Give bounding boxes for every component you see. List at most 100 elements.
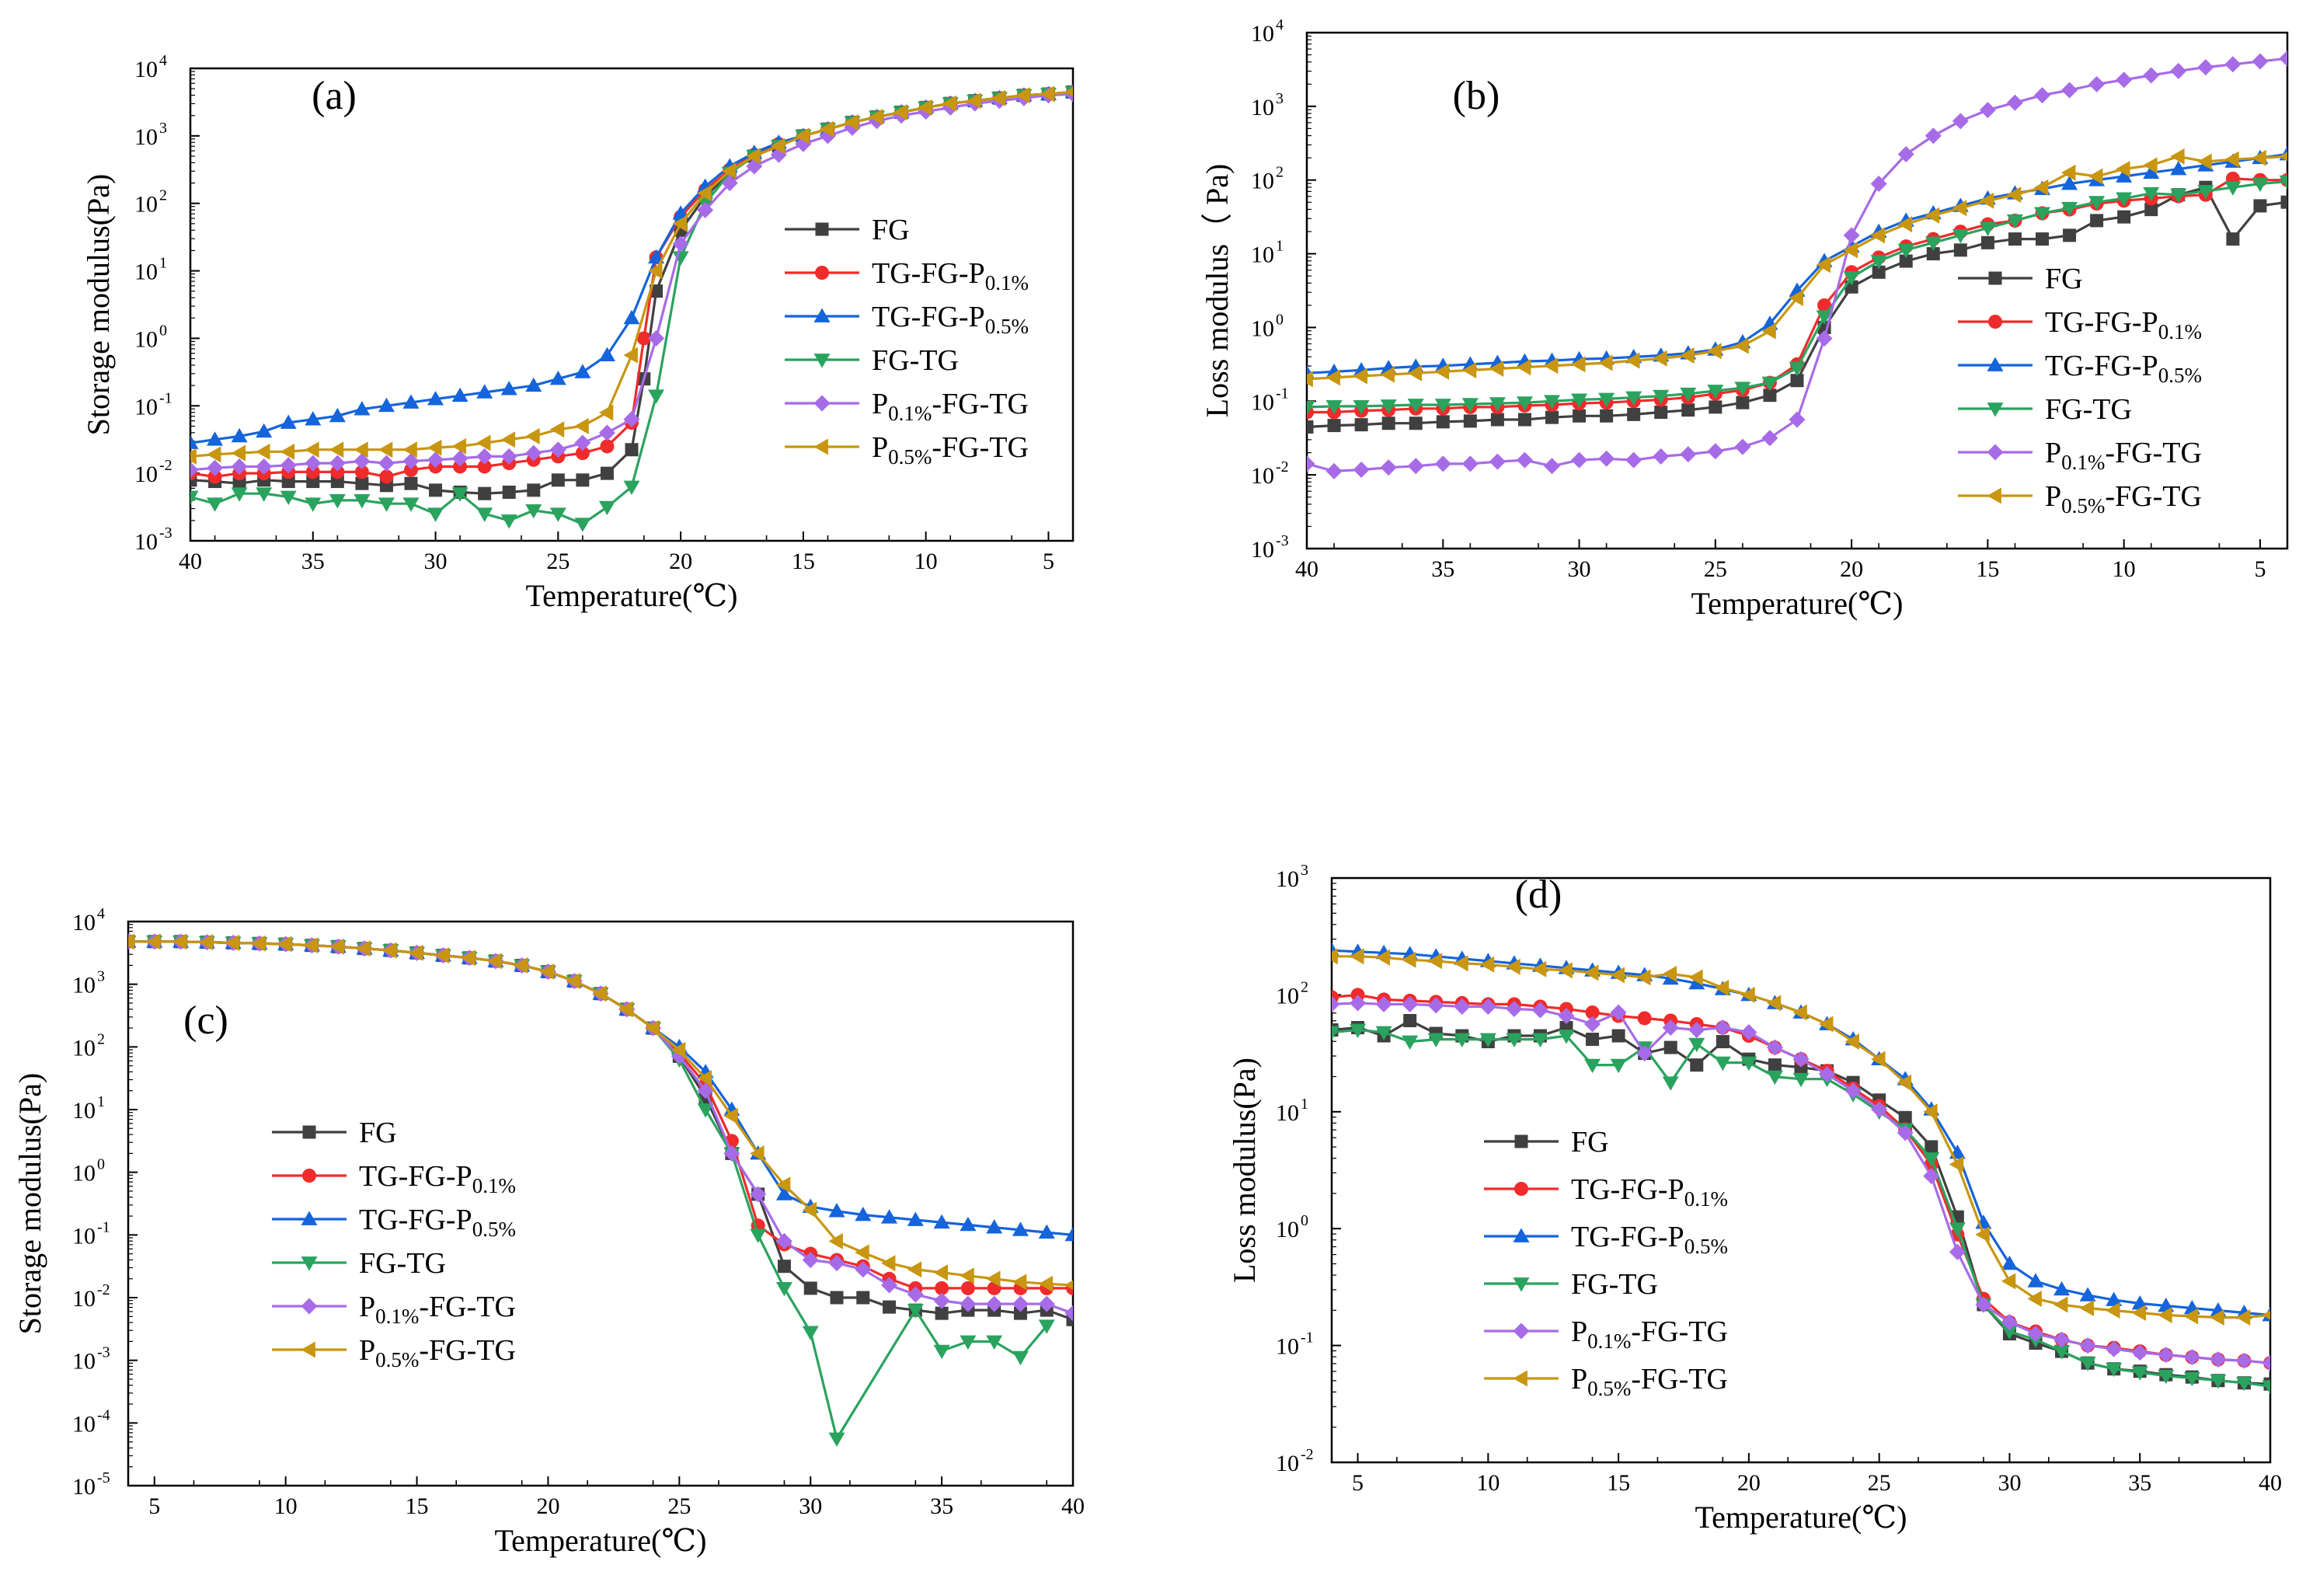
data-point-P05 (1680, 347, 1695, 364)
data-point-FG (856, 1291, 870, 1305)
data-point-P05 (409, 944, 423, 961)
data-point-FG (1681, 403, 1695, 417)
data-point-FG (1763, 389, 1777, 402)
legend-label-P05: P0.5%-FG-TG (872, 431, 1029, 469)
data-point-FGTG (1843, 271, 1860, 286)
data-point-P01 (1375, 995, 1392, 1012)
data-point-FG (1690, 1058, 1704, 1072)
y-tick-exponent: -2 (1276, 458, 1289, 476)
data-point-P05 (1407, 364, 1423, 382)
data-point-FGTG (1434, 399, 1451, 413)
legend-label-FGTG: FG-TG (872, 344, 959, 377)
chart-panel-b: 40 35 30 25 20 15 10 510 -310 -210 -110 010 110 210 31… (1200, 16, 2289, 621)
data-point-TG05 (329, 407, 346, 423)
data-point-FG (232, 476, 246, 490)
data-point-P05 (2197, 153, 2212, 170)
data-point-FG (2036, 232, 2049, 246)
data-point-TG01 (1817, 298, 1832, 312)
data-point-P05 (893, 103, 907, 120)
data-point-FG (830, 1291, 844, 1305)
data-point-P05 (1870, 227, 1886, 244)
data-point-TG05 (881, 1209, 898, 1224)
data-point-P05 (1688, 969, 1703, 986)
y-tick-exponent: 3 (97, 968, 105, 985)
data-point-P01 (1680, 446, 1697, 463)
data-point-P05 (697, 185, 712, 202)
y-tick-label: 10 (1276, 983, 1299, 1009)
data-point-P01 (378, 455, 395, 472)
y-tick-label: 10 (1251, 389, 1274, 415)
data-point-FG (1327, 419, 1341, 433)
data-point-P01 (1816, 330, 1833, 347)
data-point-P05 (1610, 967, 1625, 984)
legend-marker-TG05 (301, 1211, 318, 1225)
data-point-TG05 (2061, 175, 2078, 190)
data-point-FGTG (1714, 1056, 1731, 1072)
y-tick-label: 10 (134, 326, 158, 352)
y-axis-label: Loss modulus(Pa) (1227, 1058, 1262, 1283)
data-point-TG05 (574, 364, 591, 378)
data-point-TG01 (575, 446, 590, 461)
data-point-FG (1409, 416, 1423, 430)
data-point-P05 (960, 1267, 974, 1284)
y-tick-label: 10 (1276, 1217, 1299, 1242)
y-tick-exponent: 3 (1301, 862, 1308, 879)
y-tick-exponent: 0 (1276, 311, 1284, 328)
data-point-P01 (1870, 175, 1887, 192)
y-tick-exponent: -1 (1301, 1329, 1314, 1347)
data-point-P05 (1789, 289, 1803, 306)
data-point-P01 (1789, 411, 1806, 428)
data-point-FGTG (1531, 1033, 1548, 1048)
data-point-FGTG (1610, 1058, 1627, 1074)
data-point-FG (1586, 1033, 1600, 1047)
legend-marker-TG05 (1513, 1228, 1530, 1242)
data-point-FGTG (1407, 399, 1424, 413)
data-point-FGTG (1792, 1072, 1810, 1088)
data-point-FGTG (2210, 1374, 2227, 1389)
y-tick-label: 10 (134, 57, 158, 82)
legend-marker-FGTG (1987, 402, 2004, 417)
data-point-TG01 (404, 462, 418, 477)
data-point-TG05 (525, 377, 542, 392)
data-point-P05 (251, 935, 266, 952)
x-tick-label: 5 (1352, 1470, 1364, 1496)
data-point-P01 (855, 1261, 872, 1278)
data-point-P05 (329, 441, 344, 458)
data-point-TG01 (379, 469, 394, 484)
data-point-FGTG (190, 490, 199, 506)
x-tick-label: 30 (1998, 1470, 2021, 1496)
data-point-FGTG (1816, 310, 1833, 325)
data-point-P01 (1516, 451, 1533, 469)
x-axis-label: Temperature(℃) (1691, 586, 1904, 621)
legend-label-P05: P0.5%-FG-TG (359, 1334, 516, 1371)
data-point-FGTG (1332, 1026, 1340, 1041)
data-point-FGTG (1979, 221, 1996, 236)
legend-label-FGTG: FG-TG (359, 1247, 446, 1280)
data-point-P01 (1975, 1296, 1992, 1313)
legend-label-FGTG: FG-TG (1571, 1268, 1658, 1301)
data-point-P01 (1925, 127, 1942, 145)
y-tick-exponent: 0 (1301, 1212, 1308, 1229)
y-tick-label: 10 (1251, 463, 1274, 489)
x-axis-label: Temperature(℃) (1695, 1500, 1907, 1535)
data-point-P01 (329, 455, 346, 472)
data-point-P05 (305, 441, 319, 458)
data-point-P05 (427, 439, 442, 456)
y-tick-exponent: -3 (97, 1344, 110, 1361)
data-point-FG (1611, 1029, 1625, 1043)
legend-marker-TG01 (815, 266, 829, 280)
data-point-P05 (967, 92, 981, 110)
data-point-FG (1654, 406, 1668, 420)
data-point-FG (1898, 1110, 1912, 1124)
data-point-P01 (2279, 50, 2287, 67)
x-tick-label: 15 (1607, 1470, 1630, 1496)
legend-marker-FG (302, 1125, 316, 1139)
panel-label: (d) (1515, 873, 1562, 917)
x-tick-label: 25 (546, 549, 570, 574)
data-point-FG (478, 486, 492, 500)
data-point-P01 (2183, 1349, 2200, 1366)
y-tick-exponent: 2 (159, 187, 167, 204)
y-tick-label: 10 (1276, 1334, 1299, 1360)
data-point-FGTG (1506, 1033, 1523, 1048)
data-point-P01 (1454, 998, 1471, 1015)
